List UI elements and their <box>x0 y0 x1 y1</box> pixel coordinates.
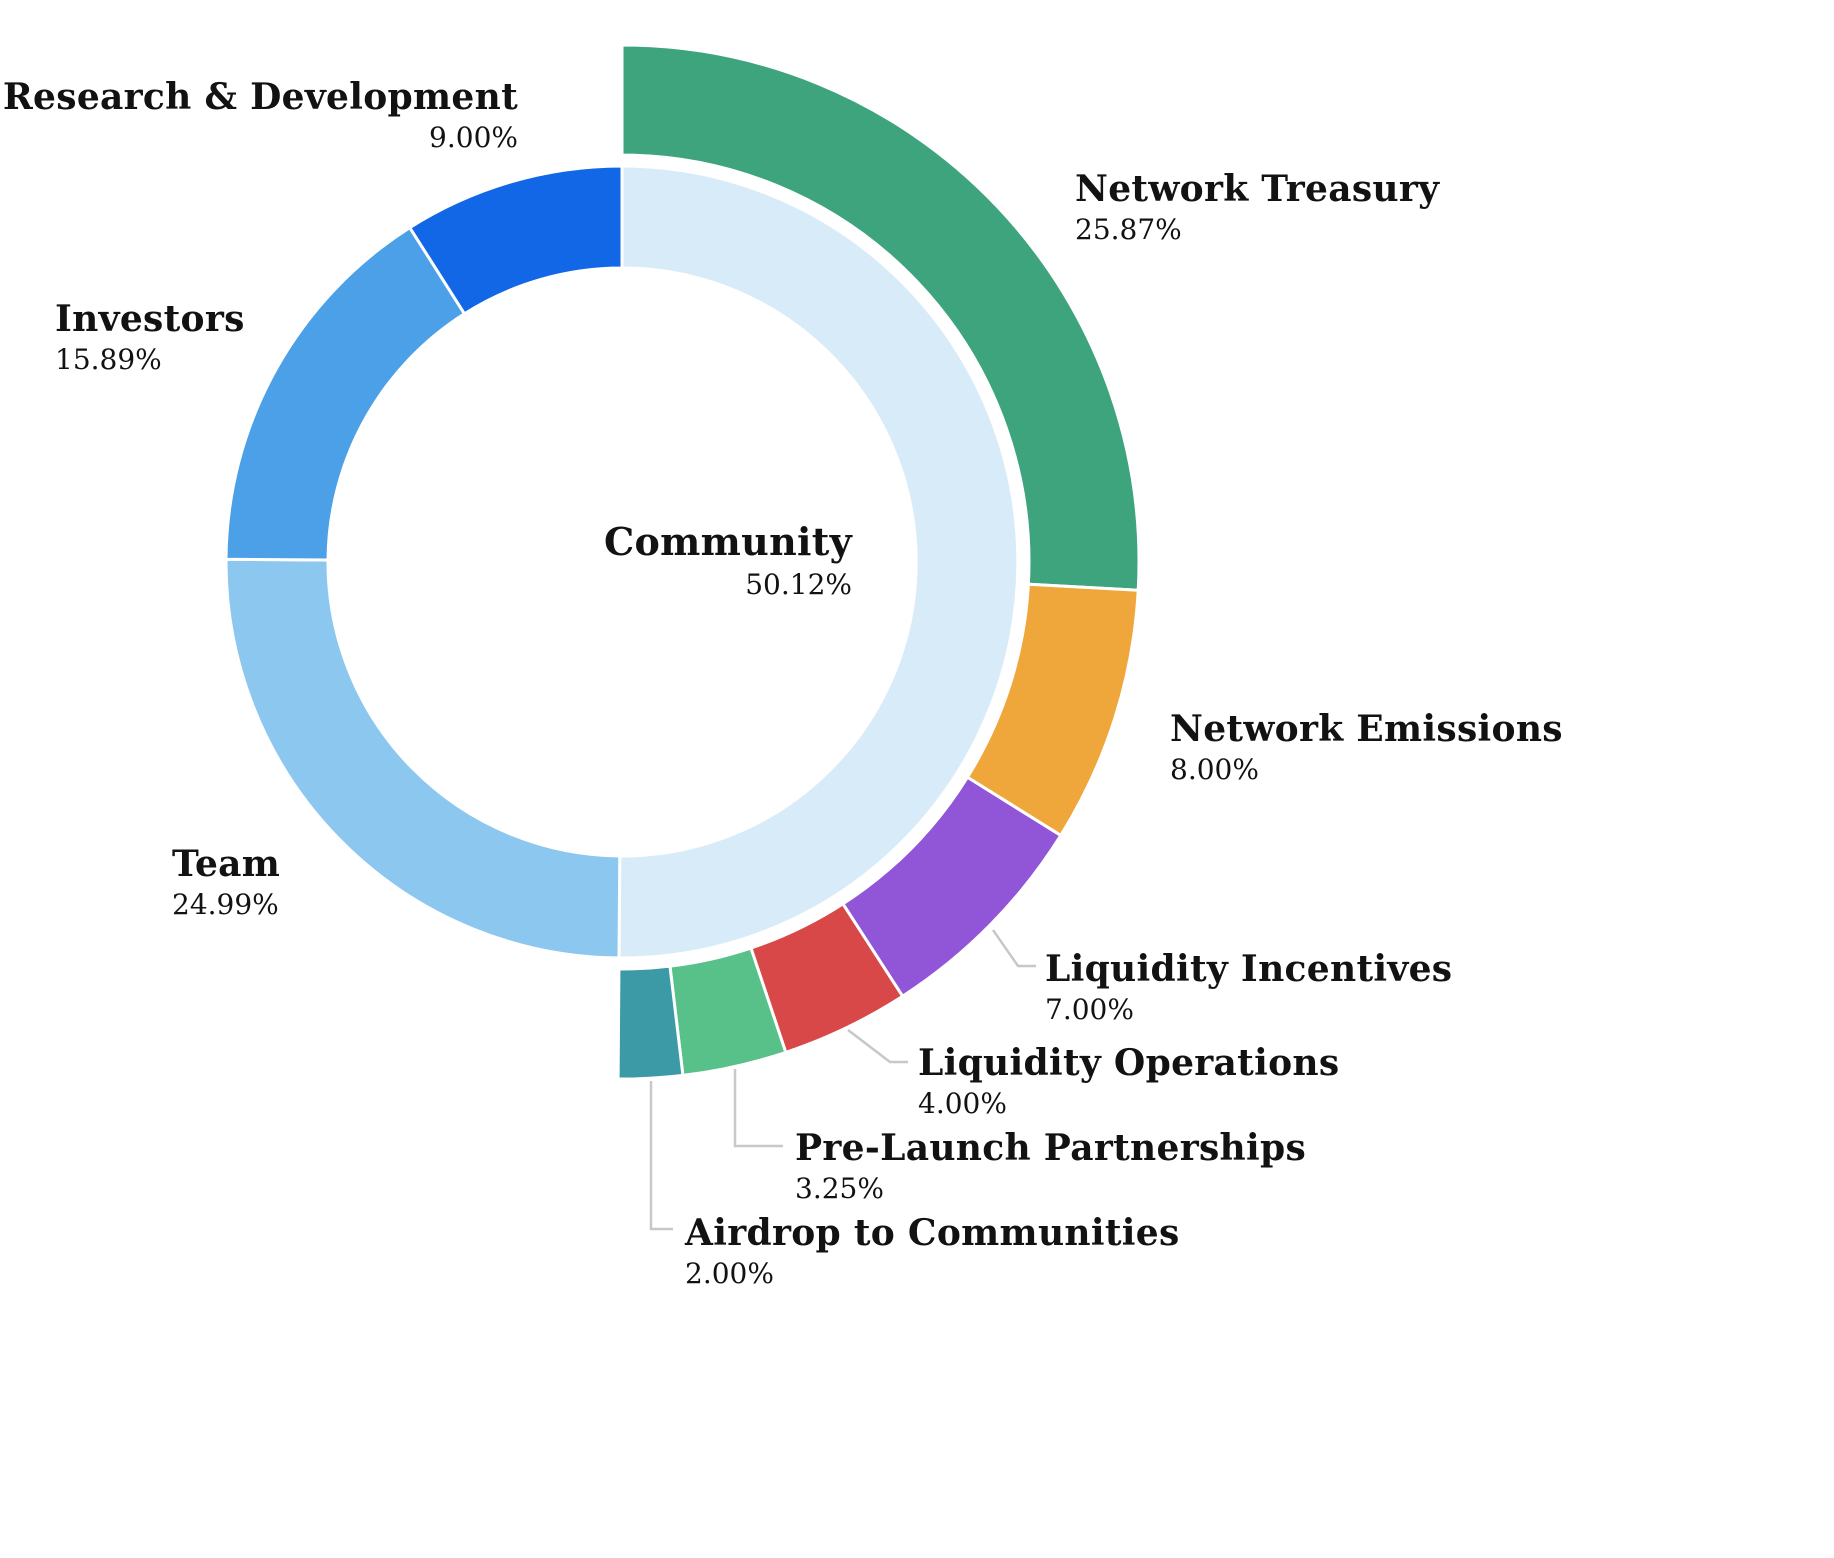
slice-network-treasury <box>620 43 1141 592</box>
slice-community <box>617 164 1020 960</box>
slice-research-development <box>407 164 624 316</box>
slice-airdrop-to-communities <box>616 964 685 1081</box>
slice-team <box>224 557 622 960</box>
leader-line-airdrop-to-communities <box>649 1081 673 1231</box>
leader-line-pre-launch-partnerships <box>733 1069 783 1148</box>
slice-investors <box>224 225 467 562</box>
leader-line-liquidity-incentives <box>991 929 1036 968</box>
leader-line-liquidity-operations <box>847 1029 908 1064</box>
